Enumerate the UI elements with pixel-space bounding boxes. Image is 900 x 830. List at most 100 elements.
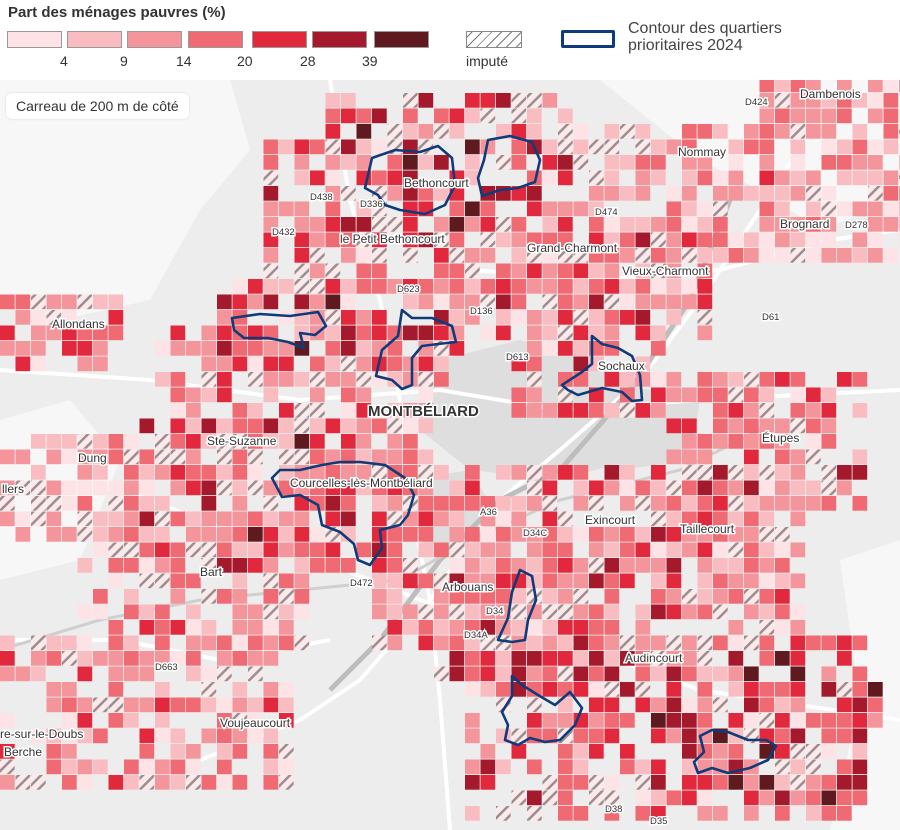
grid-cell [403,465,418,480]
grid-cell [403,279,418,294]
grid-cell [666,263,682,279]
grid-cell [542,604,558,620]
grid-cell [589,558,604,573]
place-label: Voujeaucourt [220,716,291,730]
grid-cell [682,248,697,263]
grid-cell [294,310,310,325]
grid-cell [124,635,139,651]
grid-cell [217,713,232,728]
grid-cell [46,728,62,744]
grid-cell [310,527,325,542]
grid-cell [387,356,403,372]
grid-cell [46,697,62,713]
grid-cell [775,217,790,232]
grid-cell [62,480,77,496]
grid-cell [155,372,170,387]
grid-cell [790,775,806,790]
grid-cell [558,806,573,821]
grid-cell [759,387,775,403]
grid-cell [341,217,356,232]
grid-cell [263,294,279,310]
place-label: D424 [745,97,768,108]
grid-cell [403,217,418,232]
grid-cell [589,310,604,325]
grid-cell [294,589,310,604]
grid-cell [759,480,775,496]
grid-cell [744,248,759,263]
grid-cell [15,480,31,496]
contour-champvallon [476,134,542,198]
grid-cell [387,558,403,573]
place-label: Courcelles-lès-Montbéliard [290,476,433,490]
grid-cell [837,465,852,480]
grid-cell [480,232,496,248]
grid-cell [356,387,372,403]
grid-cell [434,155,449,170]
grid-cell [728,511,744,527]
grid-cell [139,728,155,744]
grid-cell [651,387,666,403]
grid-cell [77,775,93,790]
grid-cell [201,620,217,635]
grid-cell [852,449,868,465]
grid-cell [558,170,573,186]
grid-cell [139,558,155,573]
grid-cell [682,170,697,186]
grid-cell [170,449,186,465]
grid-cell [775,465,790,480]
grid-cell [713,806,728,821]
grid-cell [775,697,790,713]
grid-cell [821,434,837,449]
grid-cell [744,542,759,558]
grid-cell [728,682,744,697]
grid-cell [837,201,852,217]
grid-cell [93,511,108,527]
grid-cell [124,496,139,511]
grid-cell [418,387,434,403]
grid-cell [852,232,868,248]
grid-cell [635,604,651,620]
grid-cell [263,356,279,372]
contour-label-line2: prioritaires 2024 [628,37,743,54]
grid-cell [604,573,620,589]
place-label: Allondans [52,317,105,331]
place-label: D278 [845,220,868,231]
grid-cell [713,418,728,434]
grid-cell [139,527,155,542]
grid-cell [217,542,232,558]
grid-cell [170,325,186,341]
grid-cell [635,790,651,806]
grid-cell [790,604,806,620]
grid-cell [651,573,666,589]
grid-cell [775,372,790,387]
grid-cell [527,666,542,682]
grid-cell [837,713,852,728]
grid-cell [46,434,62,449]
grid-cell [279,480,294,496]
grid-cell [46,310,62,325]
grid-cell [604,558,620,573]
grid-cell [728,372,744,387]
grid-cell [279,744,294,759]
grid-cell [310,232,325,248]
grid-cell [635,542,651,558]
grid-cell [682,790,697,806]
legend-tick: 14 [176,53,192,69]
map-area[interactable]: Dambenois Nommay Bethoncourt D438 D336 D432 le… [0,80,900,830]
grid-cell [589,573,604,589]
grid-cell [558,666,573,682]
grid-cell [155,728,170,744]
grid-cell [883,93,899,108]
grid-cell [294,232,310,248]
grid-cell [170,480,186,496]
grid-cell [62,310,77,325]
grid-cell [403,93,418,108]
grid-cell [93,759,108,775]
grid-cell [713,527,728,542]
grid-cell [201,372,217,387]
grid-cell [635,480,651,496]
grid-cell [403,248,418,263]
grid-cell [635,124,651,139]
grid-cell [589,744,604,759]
